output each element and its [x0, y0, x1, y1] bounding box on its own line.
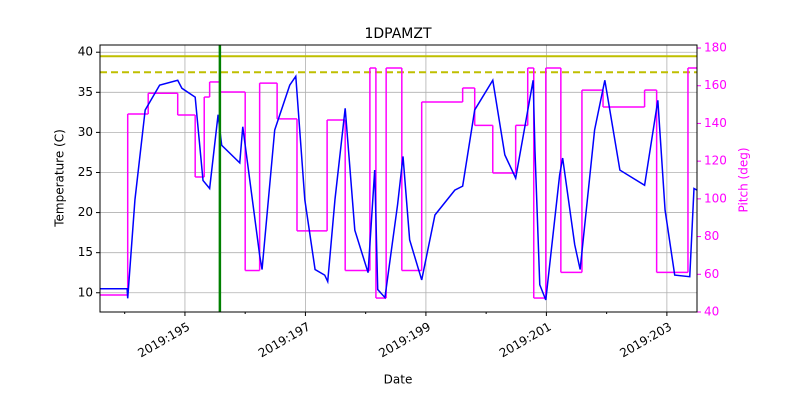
y-tick-label: 15 [78, 245, 93, 259]
y-tick-label: 25 [78, 165, 93, 179]
y2-tick-label: 80 [704, 229, 719, 243]
x-tick-label: 2019:195 [135, 320, 192, 361]
step-riser [126, 68, 689, 299]
y2-tick-label: 100 [704, 191, 727, 205]
y2-tick-label: 60 [704, 267, 719, 281]
y2-tick-label: 140 [704, 116, 727, 130]
y2-tick-label: 180 [704, 41, 727, 55]
y-tick-label: 20 [78, 205, 93, 219]
plot-frame [99, 44, 698, 313]
y-tick-label: 40 [78, 45, 93, 59]
temperature-line [100, 74, 698, 301]
y-tick-label: 35 [78, 85, 93, 99]
chart-title: 1DPAMZT [364, 26, 431, 42]
y-axis-label: Temperature (C) [53, 129, 67, 228]
y2-tick-label: 120 [704, 154, 727, 168]
x-tick-label: 2019:201 [497, 320, 554, 361]
y-tick-label: 10 [78, 285, 93, 299]
y2-tick-label: 40 [704, 305, 719, 319]
x-tick-label: 2019:197 [256, 320, 313, 361]
x-tick-label: 2019:203 [617, 320, 674, 361]
y-tick-label: 30 [78, 125, 93, 139]
y2-axis-label: Pitch (deg) [737, 147, 751, 212]
y2-tick-label: 160 [704, 78, 727, 92]
x-axis-label: Date [384, 373, 413, 387]
x-tick-label: 2019:199 [376, 320, 433, 361]
